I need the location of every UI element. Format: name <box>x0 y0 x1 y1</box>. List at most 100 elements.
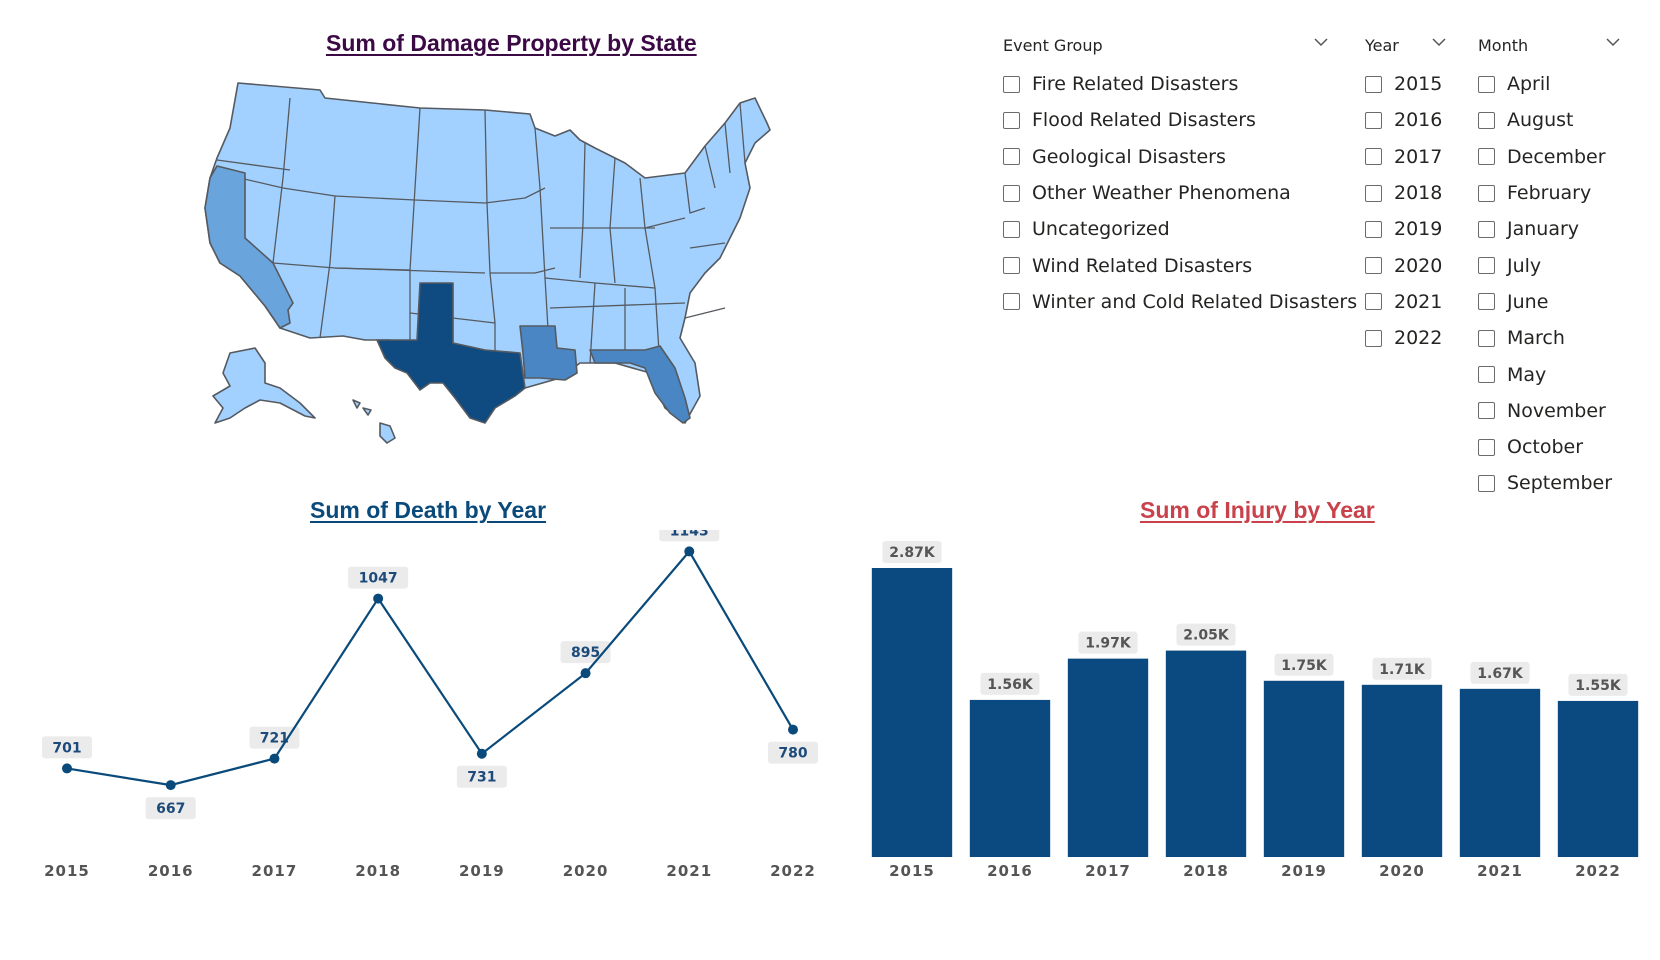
chevron-down-icon[interactable] <box>1605 34 1621 50</box>
checkbox[interactable] <box>1003 75 1020 93</box>
x-tick-label: 2018 <box>1183 862 1229 880</box>
chevron-down-icon[interactable] <box>1431 34 1447 50</box>
checkbox[interactable] <box>1365 329 1382 347</box>
x-tick-label: 2018 <box>355 862 401 880</box>
bar[interactable] <box>871 568 953 857</box>
month-option-label: February <box>1507 182 1592 205</box>
year-option[interactable]: 2018 <box>1365 175 1445 211</box>
month-option[interactable]: June <box>1478 284 1628 320</box>
month-option[interactable]: October <box>1478 429 1628 465</box>
year-option[interactable]: 2016 <box>1365 102 1445 138</box>
checkbox[interactable] <box>1478 474 1495 492</box>
checkbox[interactable] <box>1003 184 1020 202</box>
checkbox[interactable] <box>1365 75 1382 93</box>
year-option[interactable]: 2017 <box>1365 139 1445 175</box>
state-california[interactable] <box>204 165 294 329</box>
month-option[interactable]: May <box>1478 356 1628 392</box>
chevron-down-icon[interactable] <box>1313 34 1329 50</box>
checkbox[interactable] <box>1478 366 1495 384</box>
month-option[interactable]: January <box>1478 211 1628 247</box>
event-group-option[interactable]: Fire Related Disasters <box>1003 66 1333 102</box>
month-option[interactable]: November <box>1478 393 1628 429</box>
x-tick-label: 2015 <box>889 862 935 880</box>
x-tick-label: 2016 <box>987 862 1033 880</box>
year-option-label: 2018 <box>1394 182 1443 205</box>
death-line-chart[interactable]: 701 667 721 1047 731 895 1143 780 2015 2016 2017 20… <box>30 530 820 930</box>
bar[interactable] <box>1361 684 1443 857</box>
event-group-option[interactable]: Other Weather Phenomena <box>1003 175 1333 211</box>
checkbox[interactable] <box>1365 111 1382 129</box>
data-label: 1.75K <box>1281 658 1328 674</box>
bar[interactable] <box>1263 680 1345 857</box>
checkbox[interactable] <box>1478 148 1495 166</box>
data-label-box <box>768 741 818 764</box>
year-option[interactable]: 2015 <box>1365 66 1445 102</box>
event-group-option[interactable]: Geological Disasters <box>1003 139 1333 175</box>
x-tick-label: 2021 <box>666 862 712 880</box>
data-point[interactable] <box>269 753 280 764</box>
event-group-option[interactable]: Flood Related Disasters <box>1003 102 1333 138</box>
state-louisiana[interactable] <box>519 325 578 381</box>
checkbox[interactable] <box>1478 184 1495 202</box>
month-option[interactable]: July <box>1478 247 1628 283</box>
state-hawaii[interactable] <box>379 422 396 444</box>
year-option[interactable]: 2019 <box>1365 211 1445 247</box>
data-label-box <box>348 566 409 589</box>
checkbox[interactable] <box>1478 257 1495 275</box>
checkbox[interactable] <box>1478 220 1495 238</box>
month-option[interactable]: March <box>1478 320 1628 356</box>
checkbox[interactable] <box>1003 293 1020 311</box>
event-group-option-label: Geological Disasters <box>1032 145 1226 168</box>
month-option[interactable]: September <box>1478 465 1628 501</box>
data-point[interactable] <box>373 593 384 604</box>
checkbox[interactable] <box>1365 293 1382 311</box>
month-option[interactable]: December <box>1478 139 1628 175</box>
month-option-label: August <box>1507 109 1574 132</box>
data-point[interactable] <box>580 668 591 679</box>
checkbox[interactable] <box>1365 184 1382 202</box>
checkbox[interactable] <box>1478 438 1495 456</box>
event-group-option[interactable]: Uncategorized <box>1003 211 1333 247</box>
checkbox[interactable] <box>1478 111 1495 129</box>
checkbox[interactable] <box>1365 148 1382 166</box>
checkbox[interactable] <box>1003 257 1020 275</box>
bar[interactable] <box>969 699 1051 857</box>
bar[interactable] <box>1165 650 1247 857</box>
state-alaska[interactable] <box>212 347 316 424</box>
x-tick-label: 2022 <box>1575 862 1621 880</box>
year-option[interactable]: 2021 <box>1365 284 1445 320</box>
checkbox[interactable] <box>1003 111 1020 129</box>
year-option[interactable]: 2020 <box>1365 247 1445 283</box>
state-florida[interactable] <box>589 345 691 424</box>
event-group-option[interactable]: Winter and Cold Related Disasters <box>1003 284 1357 320</box>
checkbox[interactable] <box>1478 329 1495 347</box>
month-option[interactable]: April <box>1478 66 1628 102</box>
bar[interactable] <box>1067 658 1149 857</box>
checkbox[interactable] <box>1478 402 1495 420</box>
month-option[interactable]: February <box>1478 175 1628 211</box>
year-option[interactable]: 2022 <box>1365 320 1445 356</box>
data-point[interactable] <box>788 724 798 735</box>
injury-bar-chart[interactable]: 2.87K 2015 1.56K 2016 1.97K 2017 2.05K 2018 1.75… <box>860 530 1650 930</box>
month-option-label: July <box>1507 254 1542 277</box>
bar[interactable] <box>1459 688 1541 857</box>
data-label: 2.05K <box>1183 628 1230 644</box>
year-option-label: 2019 <box>1394 218 1443 241</box>
bar[interactable] <box>1557 700 1639 857</box>
checkbox[interactable] <box>1003 220 1020 238</box>
checkbox[interactable] <box>1365 220 1382 238</box>
month-option[interactable]: August <box>1478 102 1628 138</box>
us-state-map[interactable] <box>185 78 825 468</box>
checkbox[interactable] <box>1478 75 1495 93</box>
state-texas[interactable] <box>376 282 526 424</box>
data-point[interactable] <box>476 748 487 759</box>
checkbox[interactable] <box>1365 257 1382 275</box>
checkbox[interactable] <box>1003 148 1020 166</box>
data-point[interactable] <box>62 763 72 774</box>
checkbox[interactable] <box>1478 293 1495 311</box>
data-label-box <box>1568 673 1628 696</box>
data-point[interactable] <box>684 546 695 557</box>
data-point[interactable] <box>165 780 176 791</box>
event-group-option[interactable]: Wind Related Disasters <box>1003 247 1333 283</box>
year-option-label: 2015 <box>1394 73 1443 96</box>
